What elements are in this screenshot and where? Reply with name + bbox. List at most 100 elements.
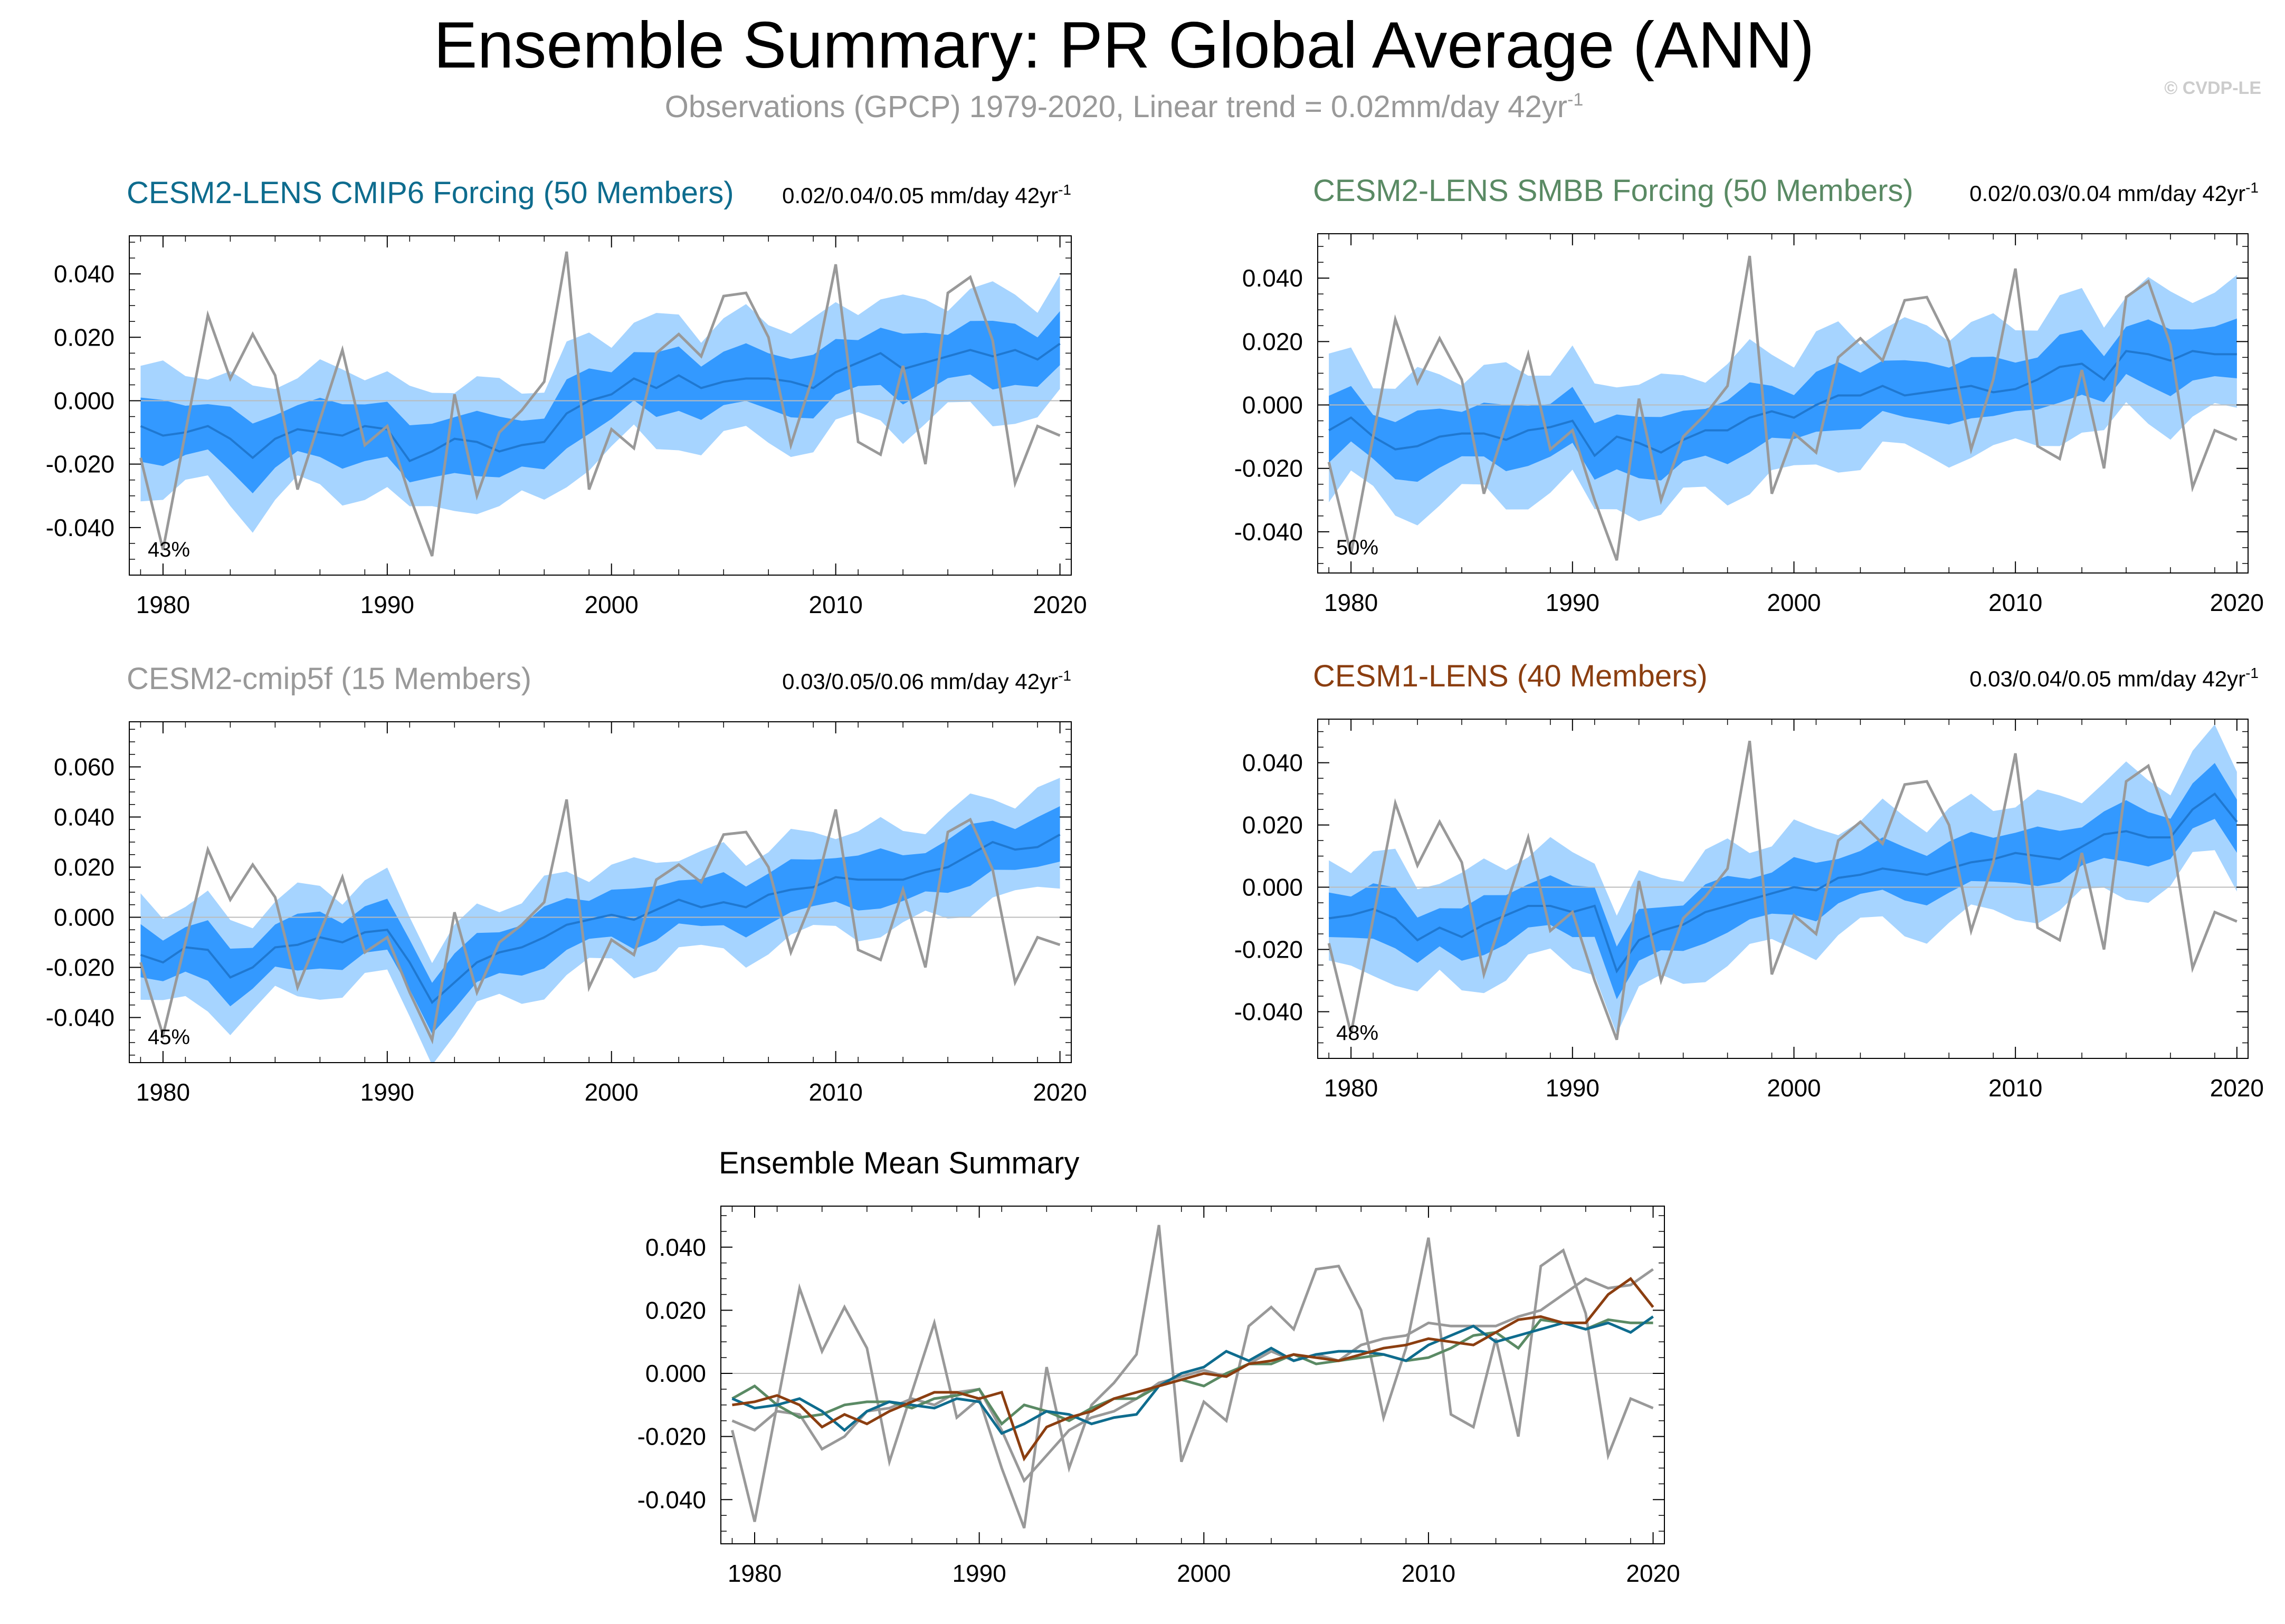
xtick-label-smbb: 1990 — [1546, 589, 1600, 616]
xtick-label-cesm1: 1990 — [1546, 1074, 1600, 1102]
inner-band-cmip5f — [140, 806, 1060, 1034]
percent-smbb: 50% — [1336, 536, 1378, 559]
ytick-label-cmip6: -0.020 — [46, 451, 115, 478]
ytick-label-mean: -0.040 — [637, 1486, 706, 1513]
inner-band-cesm1 — [1329, 763, 2237, 999]
panel-cesm1: CESM1-LENS (40 Members) 0.03/0.04/0.05 mm… — [1234, 659, 2264, 1102]
mean-line-cesm1 — [1328, 792, 2238, 974]
credit-label: © CVDP-LE — [2164, 78, 2261, 98]
panel-title-cesm1: CESM1-LENS (40 Members) — [1313, 659, 1708, 693]
xtick-label-cesm1: 2020 — [2210, 1074, 2264, 1102]
ytick-label-cmip5f: 0.020 — [54, 854, 115, 881]
obs-line-smbb — [1327, 255, 2238, 561]
obs-line-mean — [731, 1225, 1654, 1529]
figure-subtitle-text: Observations (GPCP) 1979-2020, Linear tr… — [665, 90, 1567, 124]
xtick-label-mean: 2010 — [1402, 1560, 1455, 1587]
figure-subtitle-sup: -1 — [1567, 90, 1583, 110]
xtick-label-cmip5f: 1990 — [360, 1078, 414, 1106]
panel-cmip5f: CESM2-cmip5f (15 Members) 0.03/0.05/0.06 … — [46, 662, 1087, 1106]
ytick-label-mean: 0.040 — [645, 1234, 706, 1261]
xtick-label-cesm1: 2000 — [1767, 1074, 1821, 1102]
panel-trend-cesm1: 0.03/0.04/0.05 mm/day 42yr-1 — [1969, 665, 2259, 691]
ytick-label-cmip5f: 0.060 — [54, 753, 115, 781]
trend-text-cmip5f: 0.03/0.05/0.06 mm/day 42yr — [782, 669, 1058, 694]
figure-subtitle: Observations (GPCP) 1979-2020, Linear tr… — [665, 90, 1584, 124]
obs-line-cmip5f — [139, 799, 1061, 1045]
inner-band-smbb — [1329, 318, 2237, 482]
mean-line-cmip5f — [140, 834, 1061, 1005]
trend-text-smbb: 0.02/0.03/0.04 mm/day 42yr — [1969, 181, 2245, 206]
figure-title: Ensemble Summary: PR Global Average (ANN… — [434, 9, 1814, 82]
ytick-label-cmip5f: -0.040 — [46, 1004, 115, 1031]
plot-area-smbb — [1318, 255, 2248, 561]
obs-line-cmip6 — [139, 251, 1061, 557]
xtick-label-cmip6: 1980 — [136, 591, 190, 618]
series-line-cmip5f — [731, 1268, 1654, 1483]
ytick-label-cesm1: 0.000 — [1242, 874, 1303, 901]
series-line-cesm1 — [732, 1277, 1654, 1461]
panel-trend-cmip6: 0.02/0.04/0.05 mm/day 42yr-1 — [782, 181, 1071, 208]
xtick-label-cmip6: 2010 — [808, 591, 862, 618]
plot-area-cmip6 — [129, 251, 1071, 557]
xtick-label-cmip5f: 2000 — [585, 1078, 639, 1106]
frame-cesm1 — [1317, 719, 2249, 1059]
xtick-label-mean: 1990 — [952, 1560, 1006, 1587]
panels-group: CESM2-LENS CMIP6 Forcing (50 Members) 0.0… — [46, 174, 2264, 1587]
panel-mean: Ensemble Mean Summary 0.040 0.020 0.000 -0.0… — [637, 1146, 1680, 1587]
plot-area-cmip5f — [129, 778, 1071, 1063]
frame-smbb — [1317, 233, 2249, 574]
xtick-label-cmip6: 2000 — [585, 591, 639, 618]
percent-cmip5f: 45% — [148, 1026, 190, 1049]
panel-title-cmip5f: CESM2-cmip5f (15 Members) — [127, 662, 531, 696]
percent-cesm1: 48% — [1336, 1021, 1378, 1045]
ytick-label-smbb: 0.040 — [1242, 264, 1303, 292]
trend-sup-cesm1: -1 — [2245, 665, 2259, 681]
ytick-label-cesm1: 0.040 — [1242, 749, 1303, 777]
ytick-label-cmip5f: 0.040 — [54, 804, 115, 831]
plot-area-cesm1 — [1318, 724, 2248, 1040]
xtick-label-mean: 2020 — [1626, 1560, 1680, 1587]
mean-line-smbb — [1328, 350, 2237, 457]
frame-cmip6 — [129, 235, 1072, 576]
ytick-label-cmip6: 0.020 — [54, 323, 115, 351]
panel-title-mean: Ensemble Mean Summary — [719, 1146, 1079, 1180]
xtick-label-smbb: 2010 — [1988, 589, 2042, 616]
series-line-smbb — [731, 1318, 1653, 1426]
ytick-label-smbb: -0.020 — [1234, 455, 1303, 482]
percent-cmip6: 43% — [148, 538, 190, 561]
xtick-label-smbb: 2020 — [2210, 589, 2264, 616]
panel-trend-smbb: 0.02/0.03/0.04 mm/day 42yr-1 — [1969, 179, 2259, 206]
trend-text-cmip6: 0.02/0.04/0.05 mm/day 42yr — [782, 183, 1058, 208]
mean-line-cmip6 — [140, 342, 1061, 463]
series-line-cmip6 — [731, 1315, 1654, 1435]
xtick-label-mean: 1980 — [728, 1560, 782, 1587]
ytick-label-mean: -0.020 — [637, 1423, 706, 1450]
xtick-label-cesm1: 1980 — [1324, 1074, 1378, 1102]
xtick-label-smbb: 1980 — [1324, 589, 1378, 616]
xtick-label-cmip5f: 2010 — [808, 1078, 862, 1106]
ytick-label-cesm1: -0.040 — [1234, 998, 1303, 1026]
frame-mean — [720, 1206, 1665, 1544]
panel-cmip6: CESM2-LENS CMIP6 Forcing (50 Members) 0.0… — [46, 176, 1087, 618]
panel-title-smbb: CESM2-LENS SMBB Forcing (50 Members) — [1313, 174, 1913, 208]
ytick-label-cmip5f: 0.000 — [54, 904, 115, 931]
ytick-label-mean: 0.020 — [645, 1296, 706, 1324]
xtick-label-cmip5f: 2020 — [1033, 1078, 1087, 1106]
trend-text-cesm1: 0.03/0.04/0.05 mm/day 42yr — [1969, 666, 2245, 691]
ytick-label-mean: 0.000 — [645, 1360, 706, 1387]
xtick-label-cmip5f: 1980 — [136, 1078, 190, 1106]
panel-trend-cmip5f: 0.03/0.05/0.06 mm/day 42yr-1 — [782, 667, 1071, 694]
ytick-label-cesm1: -0.020 — [1234, 936, 1303, 963]
ytick-label-smbb: 0.000 — [1242, 391, 1303, 419]
panel-smbb: CESM2-LENS SMBB Forcing (50 Members) 0.02… — [1234, 174, 2264, 616]
obs-line-cesm1 — [1327, 740, 2238, 1040]
xtick-label-mean: 2000 — [1177, 1560, 1231, 1587]
ytick-label-cmip6: -0.040 — [46, 514, 115, 541]
xtick-label-cesm1: 2010 — [1988, 1074, 2042, 1102]
ytick-label-smbb: -0.040 — [1234, 518, 1303, 546]
trend-sup-cmip5f: -1 — [1058, 667, 1071, 684]
trend-sup-smbb: -1 — [2245, 179, 2259, 196]
ytick-label-cmip6: 0.040 — [54, 260, 115, 288]
ytick-label-cmip5f: -0.020 — [46, 954, 115, 981]
